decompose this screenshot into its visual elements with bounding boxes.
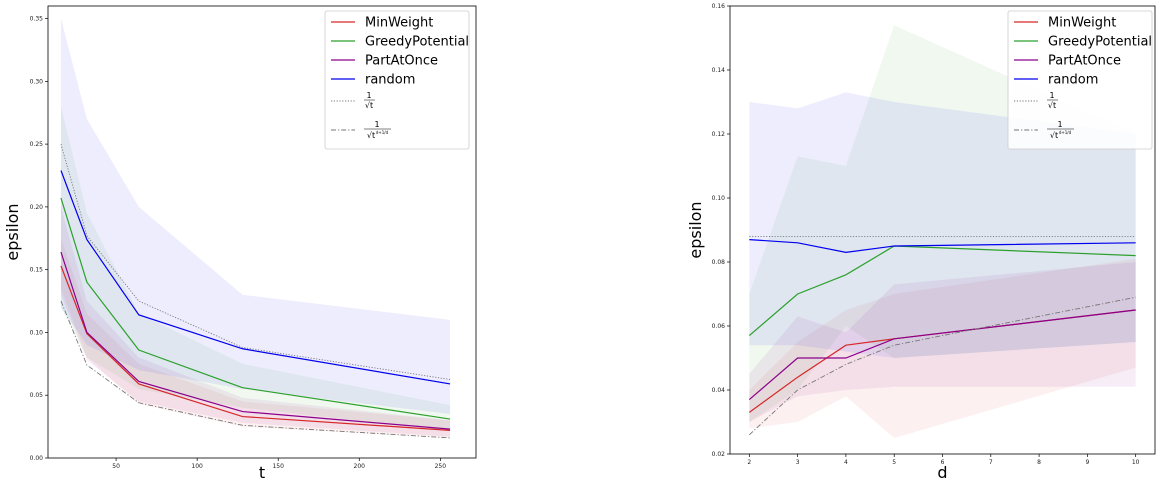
x-tick-label: 5 — [892, 459, 896, 466]
legend-label-greedypotential: GreedyPotential — [365, 35, 469, 50]
x-tick-label: 10 — [1132, 459, 1140, 466]
legend-formula2-denominator: √t — [1050, 131, 1058, 140]
chart-epsilon-vs-d: 2 3 4 5 6 7 8 9 10 0.02 0.04 0.06 0.08 0.10 0.12 0.14 0.… — [686, 3, 1156, 482]
legend-formula2-numerator: 1 — [374, 120, 379, 129]
x-tick-label: 200 — [354, 463, 366, 470]
line-1-t — [60, 143, 451, 380]
x-tick-label: 2 — [747, 459, 751, 466]
x-tick-label: 250 — [435, 463, 447, 470]
band-minweight — [749, 258, 1136, 438]
y-tick-label: 0.16 — [712, 3, 726, 10]
x-tick-label: 3 — [796, 459, 800, 466]
band-random — [60, 18, 451, 415]
y-tick-label: 0.30 — [30, 78, 44, 85]
legend-label-random: random — [365, 73, 415, 88]
x-tick-label: 4 — [844, 459, 848, 466]
y-tick-label: 0.10 — [30, 329, 44, 336]
x-tick-label: 7 — [989, 459, 993, 466]
x-tick-label: 100 — [191, 463, 203, 470]
y-tick-label: 0.05 — [30, 392, 44, 399]
line-partatonce — [60, 251, 451, 430]
line-partatonce — [748, 309, 1136, 401]
plot-frame — [47, 5, 477, 459]
legend-formula2-exponent: d+1/d — [376, 130, 389, 135]
legend-box — [1007, 10, 1153, 150]
band-minweight — [60, 238, 451, 438]
y-tick-label: 0.20 — [30, 204, 44, 211]
x-tick-label: 50 — [112, 463, 120, 470]
x-axis-label: t — [259, 463, 265, 482]
y-axis-label: epsilon — [686, 201, 705, 258]
y-tick-label: 0.06 — [712, 323, 726, 330]
legend-box — [324, 10, 470, 150]
y-tick-label: 0.04 — [712, 387, 726, 394]
line-1-t-d-1-d — [749, 296, 1136, 436]
line-1-t-d-1-d — [60, 300, 451, 439]
y-tick-label: 0.15 — [30, 267, 44, 274]
y-tick-label: 0.25 — [30, 141, 44, 148]
y-tick-label: 0.12 — [712, 131, 726, 138]
line-greedypotential — [748, 245, 1136, 337]
x-tick-label: 9 — [1085, 459, 1089, 466]
y-tick-label: 0.14 — [712, 67, 726, 74]
legend: MinWeight GreedyPotential PartAtOnce random… — [1007, 10, 1153, 150]
band-partatonce — [749, 262, 1136, 422]
legend-label-partatonce: PartAtOnce — [365, 54, 438, 69]
x-tick-label: 150 — [272, 463, 284, 470]
legend-formula2-numerator: 1 — [1057, 120, 1062, 129]
x-tick-label: 8 — [1037, 459, 1041, 466]
legend-label-partatonce: PartAtOnce — [1048, 54, 1121, 69]
y-tick-label: 0.00 — [30, 455, 44, 462]
legend-formula2-denominator: √t — [367, 131, 375, 140]
legend-formula1-numerator: 1 — [1049, 91, 1054, 100]
legend-label-minweight: MinWeight — [365, 16, 433, 31]
y-tick-label: 0.10 — [712, 195, 726, 202]
y-tick-label: 0.02 — [712, 451, 726, 458]
legend: MinWeight GreedyPotential PartAtOnce random… — [324, 10, 470, 150]
legend-formula2-exponent: d+1/d — [1059, 130, 1072, 135]
legend-formula1-numerator: 1 — [366, 91, 371, 100]
line-random — [60, 170, 451, 385]
legend-label-random: random — [1048, 73, 1098, 88]
band-greedypotential — [60, 106, 451, 431]
legend-label-minweight: MinWeight — [1048, 16, 1116, 31]
legend-formula1-denominator: √t — [365, 101, 373, 110]
y-axis-label: epsilon — [3, 203, 22, 260]
legend-label-greedypotential: GreedyPotential — [1048, 35, 1152, 50]
x-tick-label: 6 — [941, 459, 945, 466]
line-random — [749, 239, 1136, 254]
band-partatonce — [60, 206, 451, 437]
chart-epsilon-vs-t: 50 100 150 200 250 0.00 0.05 0.10 0.15 0.20 0.25 0.… — [3, 5, 477, 482]
line-minweight — [60, 265, 451, 431]
line-greedypotential — [60, 197, 451, 420]
band-random — [749, 92, 1136, 359]
x-axis-label: d — [937, 463, 947, 482]
y-tick-label: 0.35 — [30, 16, 44, 23]
legend-formula1-denominator: √t — [1048, 101, 1056, 110]
y-tick-label: 0.08 — [712, 259, 726, 266]
